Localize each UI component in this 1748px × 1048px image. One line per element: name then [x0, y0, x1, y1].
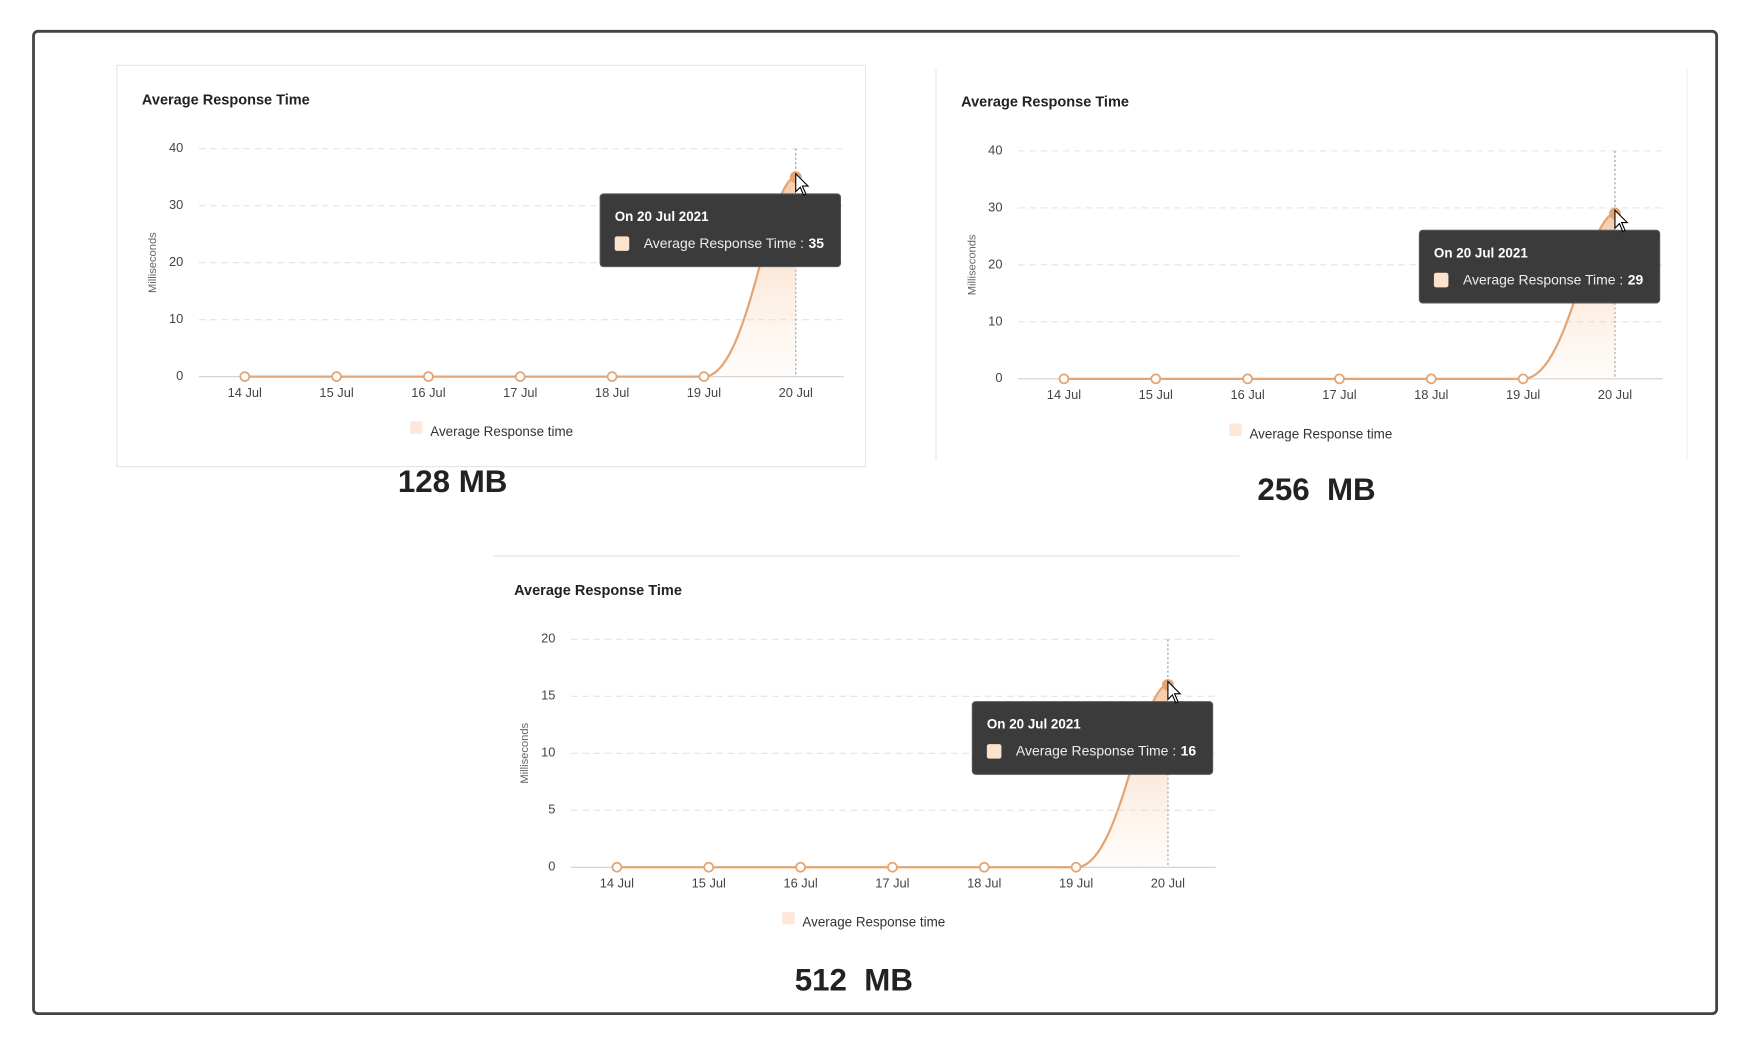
tooltip-value: 16	[1181, 743, 1197, 759]
chart-title: Average Response Time	[142, 92, 310, 108]
y-tick-label: 30	[169, 197, 183, 212]
caption: 256 MB	[1257, 472, 1375, 507]
x-tick-label: 18 Jul	[967, 875, 1001, 890]
y-tick-label: 10	[541, 745, 555, 760]
y-tick-label: 20	[988, 256, 1002, 271]
y-tick-label: 10	[169, 311, 183, 326]
data-point	[423, 371, 434, 382]
y-axis-label: Milliseconds	[966, 234, 978, 295]
data-point	[795, 861, 806, 873]
area	[1063, 213, 1615, 379]
x-tick-label: 17 Jul	[503, 385, 537, 400]
data-point	[239, 371, 251, 382]
tooltip-value: 29	[1628, 271, 1644, 287]
cursor	[1167, 680, 1182, 704]
cursor	[1614, 208, 1629, 233]
x-tick-label: 17 Jul	[1322, 387, 1356, 402]
x-tick-label: 15 Jul	[1139, 387, 1173, 402]
x-tick-label: 15 Jul	[692, 875, 726, 890]
data-point	[978, 861, 990, 873]
tooltip	[1418, 229, 1661, 304]
legend-swatch	[410, 421, 423, 434]
y-tick-label: 15	[541, 688, 555, 703]
y-tick-label: 0	[548, 859, 555, 874]
tooltip-date: On 20 Jul 2021	[1434, 245, 1528, 260]
tooltip-label: Average Response Time :	[644, 235, 804, 251]
tooltip-swatch	[614, 236, 630, 251]
tooltip-date: On 20 Jul 2021	[987, 717, 1081, 732]
x-tick-label: 18 Jul	[595, 385, 629, 400]
data-point	[887, 861, 898, 873]
legend-label: Average Response time	[802, 915, 945, 930]
y-tick-label: 5	[548, 802, 555, 817]
y-tick-label: 40	[169, 140, 183, 155]
tooltip	[971, 701, 1214, 775]
x-tick-label: 15 Jul	[319, 385, 353, 400]
chart: Average Response Time Milliseconds 0 10 20 30…	[961, 95, 1663, 507]
data-point	[1425, 373, 1437, 385]
x-tick-label: 14 Jul	[1047, 387, 1081, 402]
legend-label: Average Response time	[430, 424, 573, 439]
x-tick-label: 19 Jul	[687, 385, 721, 400]
y-tick-label: 20	[541, 631, 555, 646]
area	[244, 177, 796, 377]
y-tick-label: 20	[169, 254, 183, 269]
y-axis-label: Milliseconds	[519, 722, 531, 783]
x-tick-label: 16 Jul	[783, 875, 817, 890]
x-tick-label: 20 Jul	[1151, 875, 1185, 890]
legend-label: Average Response time	[1249, 426, 1392, 441]
y-axis-label: Milliseconds	[147, 232, 159, 293]
content: Average Response Time Milliseconds 0 10 20 30…	[32, 29, 1719, 1016]
x-tick-label: 20 Jul	[1598, 387, 1632, 402]
tooltip-date: On 20 Jul 2021	[615, 209, 709, 224]
data-point	[331, 371, 342, 382]
y-tick-label: 0	[176, 368, 183, 383]
chart: Average Response Time Milliseconds 0 5 10 15 2…	[514, 583, 1216, 998]
cursor	[795, 172, 810, 196]
tooltip-label: Average Response Time :	[1016, 743, 1176, 759]
data-point	[1058, 373, 1070, 385]
data-point	[611, 861, 623, 873]
y-tick-label: 30	[988, 199, 1002, 214]
x-tick-label: 18 Jul	[1414, 387, 1448, 402]
y-tick-label: 10	[988, 313, 1002, 328]
data-point	[606, 371, 618, 382]
tooltip-swatch	[986, 744, 1002, 759]
y-tick-label: 40	[988, 142, 1002, 157]
chart-title: Average Response Time	[961, 95, 1129, 111]
data-point	[1150, 373, 1162, 385]
x-tick-label: 20 Jul	[779, 385, 813, 400]
chart-title: Average Response Time	[514, 583, 682, 599]
data-point	[1070, 861, 1082, 873]
tooltip	[599, 193, 842, 268]
data-point	[698, 371, 710, 382]
x-tick-label: 14 Jul	[600, 875, 634, 890]
caption: 512 MB	[795, 963, 913, 998]
frame	[32, 29, 1719, 1016]
x-tick-label: 17 Jul	[875, 875, 909, 890]
x-tick-label: 19 Jul	[1059, 875, 1093, 890]
x-tick-label: 14 Jul	[228, 385, 262, 400]
panel-border	[116, 64, 867, 468]
tooltip-swatch	[1433, 272, 1449, 288]
area	[616, 684, 1168, 868]
chart: Average Response Time Milliseconds 0 10 20 30…	[142, 92, 844, 499]
x-tick-label: 16 Jul	[1230, 387, 1264, 402]
x-tick-label: 16 Jul	[411, 385, 445, 400]
data-point	[1242, 373, 1253, 385]
data-point	[1517, 373, 1529, 385]
tooltip-label: Average Response Time :	[1463, 271, 1623, 287]
tooltip-value: 35	[809, 235, 825, 251]
data-point	[514, 371, 526, 382]
legend-swatch	[782, 911, 795, 925]
legend-swatch	[1229, 423, 1242, 436]
x-tick-label: 19 Jul	[1506, 387, 1540, 402]
data-point	[703, 861, 715, 873]
y-tick-label: 0	[995, 370, 1002, 385]
data-point	[1334, 373, 1345, 385]
caption: 128 MB	[398, 464, 508, 499]
